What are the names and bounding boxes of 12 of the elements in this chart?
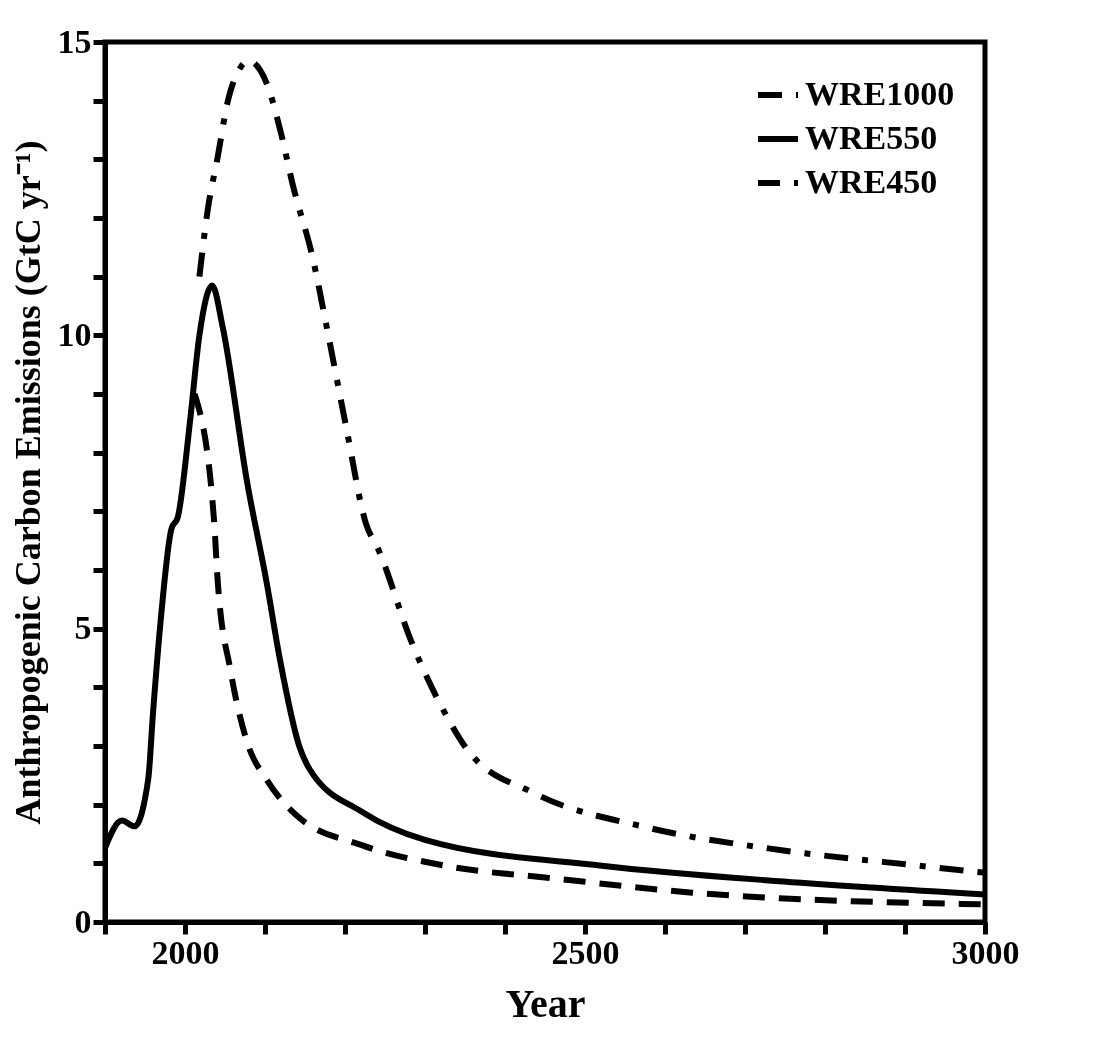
legend-label: WRE550	[805, 119, 938, 156]
legend-label: WRE450	[805, 163, 938, 200]
x-axis-title: Year	[505, 980, 586, 1026]
x-tick-label: 2500	[551, 933, 620, 971]
y-tick-label: 15	[57, 22, 92, 60]
y-tick-label: 10	[57, 315, 92, 353]
y-axis-title: Anthropogenic Carbon Emissions (GtC yr⁻¹)	[7, 140, 48, 825]
y-tick-label: 0	[74, 902, 92, 940]
legend-label: WRE1000	[805, 75, 955, 112]
y-tick-label: 5	[74, 609, 92, 647]
x-tick-label: 3000	[951, 933, 1020, 971]
x-tick-label: 2000	[151, 933, 220, 971]
